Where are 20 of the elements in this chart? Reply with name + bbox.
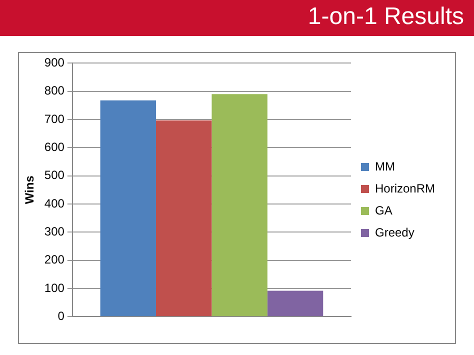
legend-label: HorizonRM	[374, 181, 436, 196]
bar	[267, 290, 324, 316]
legend-label: Greedy	[374, 225, 414, 240]
y-axis-title: Wins	[22, 175, 37, 204]
bar	[212, 94, 268, 316]
y-tick-label: 400	[44, 196, 65, 210]
chart-title: 1-on-1 Results	[308, 3, 464, 31]
y-tick-label: 200	[44, 252, 65, 267]
y-tick-label: 100	[44, 280, 65, 295]
y-tick-label: 700	[44, 112, 65, 126]
y-tick-label: 800	[44, 84, 65, 98]
bar	[100, 100, 156, 316]
y-tick-label: 0	[58, 308, 65, 323]
y-tick-label: 600	[44, 140, 65, 154]
y-tick-label: 300	[44, 224, 65, 238]
y-tick-label: 900	[44, 56, 65, 70]
y-tick-label: 500	[44, 168, 65, 182]
bar	[156, 120, 212, 316]
legend-label: MM	[374, 159, 395, 174]
legend-label: GA	[374, 203, 392, 218]
